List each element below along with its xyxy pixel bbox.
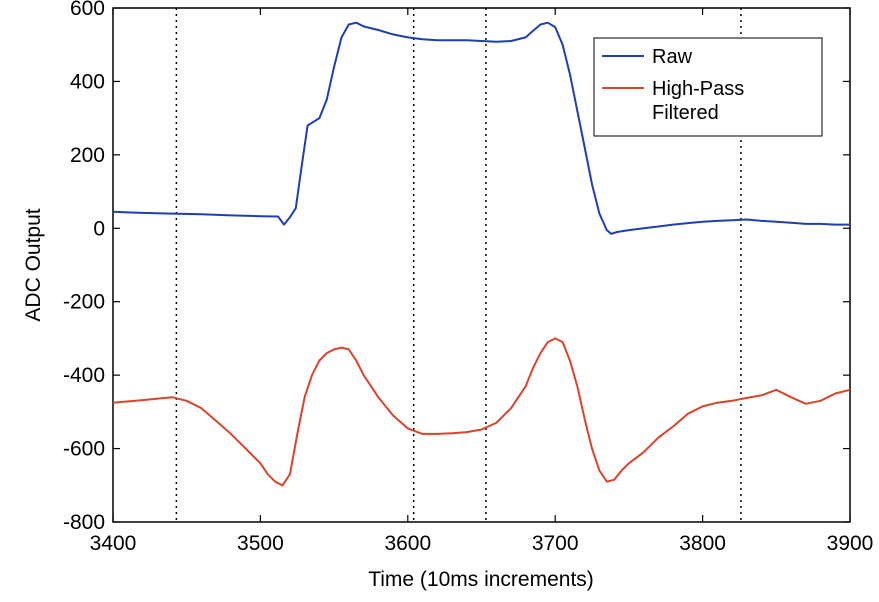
y-tick-label: 0 xyxy=(93,217,105,240)
y-axis-ticks: -800 -600 -400 -200 0 200 400 600 xyxy=(63,0,850,534)
series-line-raw xyxy=(112,21,850,235)
legend: Raw High-Pass Filtered xyxy=(593,37,823,137)
y-tick-label: -400 xyxy=(63,364,105,387)
x-tick-label: 3600 xyxy=(384,532,431,555)
x-tick-label: 3500 xyxy=(237,532,284,555)
series-line-high-pass xyxy=(112,337,851,487)
legend-label-raw: Raw xyxy=(652,46,693,68)
x-axis-ticks: 3400 3500 3600 3700 3800 3900 xyxy=(90,8,874,555)
y-tick-label: -200 xyxy=(63,291,105,314)
y-tick-label: 400 xyxy=(70,70,105,93)
y-tick-label: -600 xyxy=(63,438,105,461)
series-layer xyxy=(112,21,851,487)
x-axis-label: Time (10ms increments) xyxy=(368,568,594,591)
x-tick-label: 3900 xyxy=(827,532,874,555)
x-tick-label: 3800 xyxy=(679,532,726,555)
legend-label-high-pass: High-Pass Filtered xyxy=(652,78,744,124)
x-tick-label: 3700 xyxy=(532,532,579,555)
y-tick-label: 200 xyxy=(70,144,105,167)
y-tick-label: 600 xyxy=(70,0,105,20)
x-tick-label: 3400 xyxy=(90,532,137,555)
y-tick-label: -800 xyxy=(63,511,105,534)
y-axis-label: ADC Output xyxy=(22,208,45,321)
